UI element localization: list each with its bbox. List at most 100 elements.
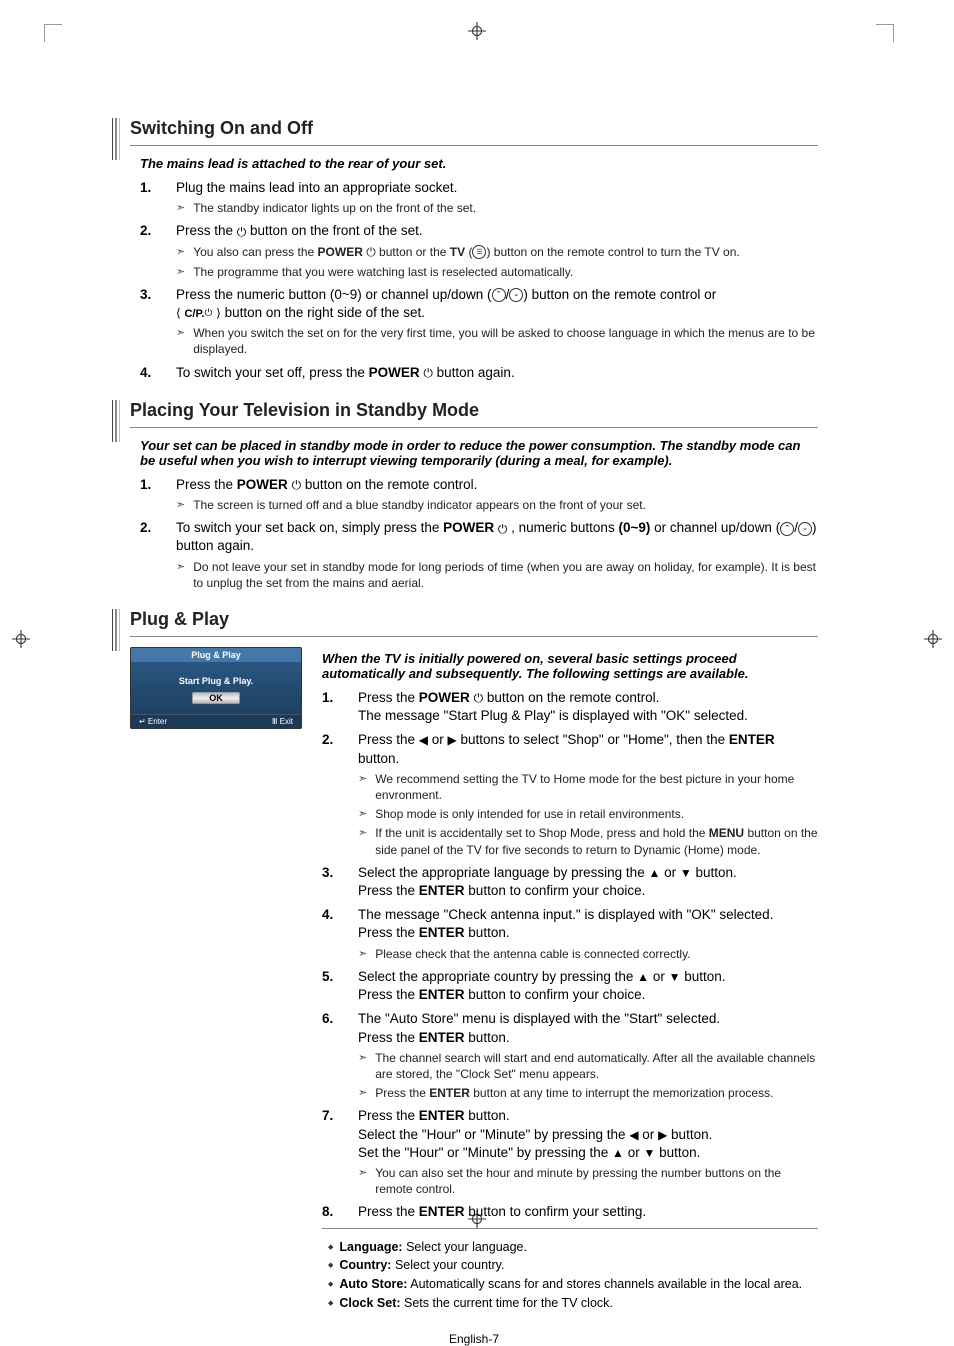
note-arrow-icon: ➣ (176, 498, 185, 513)
step-item: 4. To switch your set off, press the POW… (140, 364, 818, 382)
note-arrow-icon: ➣ (358, 947, 367, 962)
osd-ok-button: OK (192, 692, 240, 704)
note: ➣The channel search will start and end a… (358, 1050, 818, 1082)
right-angle-icon: ⟩ (216, 306, 221, 320)
power-icon: ⏻ (498, 521, 508, 537)
step-number: 8. (322, 1203, 342, 1221)
step-text: Press the POWER ⏻ button on the remote c… (176, 477, 477, 492)
tv-circle-icon: ☰ (472, 245, 486, 259)
step-item: 2. Press the ⏻ button on the front of th… (140, 222, 818, 279)
note-arrow-icon: ➣ (358, 1086, 367, 1101)
step-text: Press the ◀ or ▶ buttons to select "Shop… (358, 732, 775, 765)
osd-body: Start Plug & Play. OK (131, 662, 301, 714)
note-arrow-icon: ➣ (176, 245, 185, 260)
note-arrow-icon: ➣ (358, 1166, 367, 1181)
step-text: To switch your set back on, simply press… (176, 520, 816, 553)
down-arrow-icon: ▼ (680, 866, 692, 880)
step-list: 1. Press the POWER ⏻ button on the remot… (130, 476, 818, 591)
section-standby: Placing Your Television in Standby Mode … (130, 400, 818, 591)
step-text: Press the ENTER button.Select the "Hour"… (358, 1108, 712, 1159)
note: ➣We recommend setting the TV to Home mod… (358, 771, 818, 803)
note-text: Shop mode is only intended for use in re… (375, 806, 684, 822)
step-number: 1. (322, 689, 342, 725)
step-item: 1. Plug the mains lead into an appropria… (140, 179, 818, 216)
step-number: 4. (322, 906, 342, 962)
note: ➣ You can also set the hour and minute by… (358, 1165, 818, 1197)
step-number: 1. (140, 179, 160, 216)
note: ➣Shop mode is only intended for use in r… (358, 806, 818, 822)
right-arrow-icon: ▶ (658, 1128, 667, 1142)
osd-body-text: Start Plug & Play. (131, 676, 301, 686)
step-number: 7. (322, 1107, 342, 1197)
note-arrow-icon: ➣ (358, 772, 367, 787)
crop-mark (44, 24, 62, 42)
intro-text: The mains lead is attached to the rear o… (140, 156, 818, 171)
power-icon: ⏻ (423, 365, 433, 381)
step-text: Press the POWER ⏻ button on the remote c… (358, 690, 748, 723)
note: ➣ If the unit is accidentally set to Shop… (358, 825, 818, 857)
note: ➣ When you switch the set on for the very… (176, 325, 818, 357)
left-arrow-icon: ◀ (629, 1128, 638, 1142)
up-icon: ⌃ (492, 288, 506, 302)
step-number: 3. (140, 286, 160, 358)
note-arrow-icon: ➣ (358, 826, 367, 841)
note-text: If the unit is accidentally set to Shop … (375, 825, 818, 857)
step-item: 5. Select the appropriate country by pre… (322, 968, 818, 1004)
step-number: 2. (140, 519, 160, 591)
power-icon: ⏻ (474, 690, 484, 706)
bullet-item: Auto Store: Automatically scans for and … (328, 1276, 818, 1293)
note-text: Press the ENTER button at any time to in… (375, 1085, 773, 1101)
note: ➣The screen is turned off and a blue sta… (176, 497, 818, 513)
step-item: 8. Press the ENTER button to confirm you… (322, 1203, 818, 1221)
step-text: The "Auto Store" menu is displayed with … (358, 1011, 720, 1044)
note-text: Please check that the antenna cable is c… (375, 946, 690, 962)
step-text: Press the ⏻ button on the front of the s… (176, 223, 423, 238)
step-item: 2. To switch your set back on, simply pr… (140, 519, 818, 591)
note: ➣You also can press the POWER ⏻ button o… (176, 244, 818, 261)
note: ➣ Do not leave your set in standby mode f… (176, 559, 818, 591)
step-text: Select the appropriate country by pressi… (358, 969, 726, 1002)
step-item: 7. Press the ENTER button.Select the "Ho… (322, 1107, 818, 1197)
osd-screenshot: Plug & Play Start Plug & Play. OK ↵ Ente… (130, 647, 302, 729)
power-icon: ⏻ (204, 307, 212, 321)
up-arrow-icon: ▲ (648, 866, 660, 880)
step-number: 5. (322, 968, 342, 1004)
note-text: The standby indicator lights up on the f… (193, 200, 476, 216)
registration-mark-icon (466, 20, 488, 42)
note-arrow-icon: ➣ (176, 265, 185, 280)
note-text: When you switch the set on for the very … (193, 325, 818, 357)
crop-mark (876, 24, 894, 42)
note: ➣ The standby indicator lights up on the … (176, 200, 818, 216)
note-arrow-icon: ➣ (176, 560, 185, 575)
left-arrow-icon: ◀ (419, 733, 428, 747)
down-icon: ⌄ (798, 522, 812, 536)
power-icon: ⏻ (366, 244, 376, 260)
registration-mark-icon (10, 628, 32, 650)
section-title: Placing Your Television in Standby Mode (130, 400, 818, 428)
section-switching: Switching On and Off The mains lead is a… (130, 118, 818, 382)
note-arrow-icon: ➣ (176, 201, 185, 216)
step-item: 6. The "Auto Store" menu is displayed wi… (322, 1010, 818, 1101)
step-item: 1. Press the POWER ⏻ button on the remot… (140, 476, 818, 513)
note-text: You can also set the hour and minute by … (375, 1165, 818, 1197)
step-number: 2. (322, 731, 342, 857)
left-angle-icon: ⟨ (176, 306, 181, 320)
registration-mark-icon (922, 628, 944, 650)
intro-text: When the TV is initially powered on, sev… (322, 651, 818, 681)
note: ➣ Please check that the antenna cable is … (358, 946, 818, 962)
right-arrow-icon: ▶ (448, 733, 457, 747)
osd-header: Plug & Play (131, 648, 301, 662)
step-item: 1. Press the POWER ⏻ button on the remot… (322, 689, 818, 725)
power-icon: ⏻ (292, 477, 302, 493)
step-item: 4. The message "Check antenna input." is… (322, 906, 818, 962)
step-text: Press the ENTER button to confirm your s… (358, 1204, 646, 1219)
step-number: 4. (140, 364, 160, 382)
step-text: Select the appropriate language by press… (358, 865, 737, 898)
note-text: Do not leave your set in standby mode fo… (193, 559, 818, 591)
osd-footer: ↵ Enter Ⅲ Exit (131, 714, 301, 728)
title-text: Switching On and Off (130, 118, 313, 138)
bullet-item: Country: Select your country. (328, 1257, 818, 1274)
up-arrow-icon: ▲ (612, 1146, 624, 1160)
intro-text: Your set can be placed in standby mode i… (140, 438, 818, 468)
note-arrow-icon: ➣ (176, 326, 185, 341)
